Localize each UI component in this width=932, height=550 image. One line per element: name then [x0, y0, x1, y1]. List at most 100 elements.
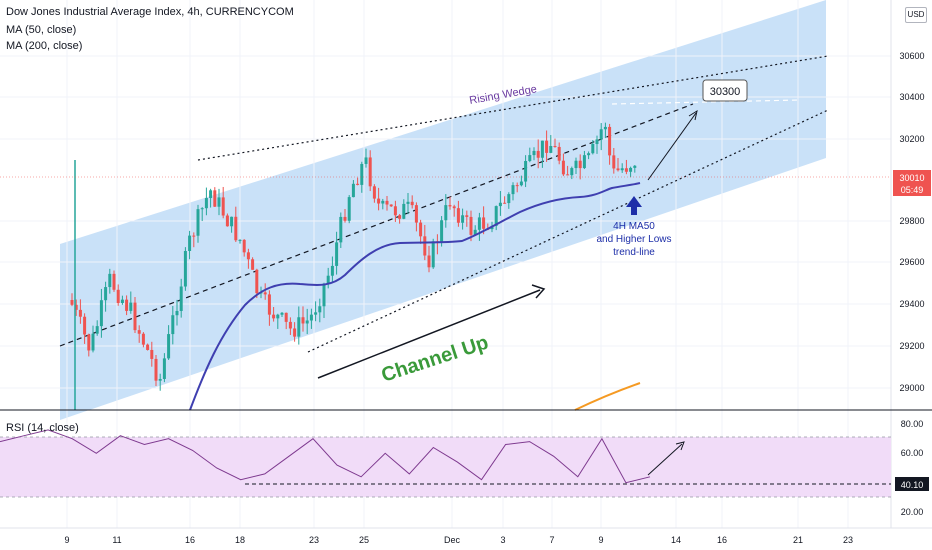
time-tick-label: 21 — [793, 535, 803, 545]
rsi-tick-label: 20.00 — [901, 507, 924, 517]
candle-body — [528, 155, 532, 162]
candle-body — [120, 299, 124, 303]
candle-body — [272, 314, 276, 319]
time-tick-label: 9 — [598, 535, 603, 545]
candle-body — [230, 216, 234, 227]
candle-body — [167, 334, 171, 359]
projection-line — [611, 99, 801, 105]
candle-body — [603, 126, 607, 130]
ma50-legend[interactable]: MA (50, close) — [6, 24, 77, 36]
candle-body — [587, 153, 591, 156]
price-tick-label: 30200 — [899, 134, 924, 144]
rsi-arrowhead — [675, 441, 685, 451]
price-tick-label: 29000 — [899, 383, 924, 393]
candle-body — [469, 216, 473, 235]
time-tick-label: 25 — [359, 535, 369, 545]
candle-body — [440, 220, 444, 243]
candle-body — [524, 161, 528, 182]
candle-body — [171, 315, 175, 335]
candle-body — [246, 252, 250, 260]
candle-body — [423, 236, 427, 256]
rsi-tick-label: 80.00 — [901, 419, 924, 429]
candle-body — [452, 206, 456, 209]
higher-lows-trendline — [307, 109, 829, 353]
candle-body — [322, 283, 326, 307]
candle-body — [414, 205, 418, 223]
candle-body — [519, 181, 523, 186]
candle-body — [549, 145, 553, 153]
candle-body — [116, 289, 120, 303]
candle-body — [217, 197, 221, 207]
candle-body — [204, 198, 208, 209]
candle-body — [104, 287, 108, 301]
candle-body — [616, 168, 620, 171]
candle-body — [276, 314, 280, 319]
candle-body — [431, 241, 435, 268]
candle-body — [137, 330, 141, 334]
candle-body — [624, 168, 628, 172]
target-arrowhead — [688, 109, 698, 121]
candle-body — [95, 326, 99, 334]
candle-body — [343, 216, 347, 221]
candle-body — [410, 201, 414, 206]
rsi-legend[interactable]: RSI (14, close) — [6, 422, 79, 434]
candle-body — [209, 190, 213, 199]
ma-note-line-3: trend-line — [613, 247, 655, 258]
candle-body — [465, 215, 469, 217]
target-callout-label: 30300 — [710, 86, 741, 98]
candle-body — [175, 310, 179, 316]
candle-body — [511, 185, 515, 195]
rsi-axis: 80.00 60.00 20.00 — [901, 419, 924, 517]
candle-body — [309, 314, 313, 321]
channel-up-band — [60, 0, 826, 420]
candle-body — [133, 302, 137, 331]
candle-body — [108, 273, 112, 288]
candle-body — [444, 205, 448, 221]
candle-body — [612, 155, 616, 169]
time-tick-label: 7 — [549, 535, 554, 545]
candle-body — [179, 286, 183, 311]
candle-body — [297, 317, 301, 337]
price-tick-label: 29800 — [899, 216, 924, 226]
candle-body — [545, 140, 549, 153]
candle-body — [162, 358, 166, 379]
rsi-line — [0, 429, 651, 484]
candle-body — [154, 358, 158, 381]
candle-body — [360, 163, 364, 185]
candle-body — [448, 205, 452, 207]
candle-body — [477, 217, 481, 230]
candle-body — [473, 229, 477, 235]
candle-body — [620, 168, 624, 171]
candle-body — [406, 201, 410, 204]
currency-button[interactable]: USD — [905, 7, 927, 23]
time-tick-label: 23 — [843, 535, 853, 545]
candle-body — [608, 126, 612, 156]
candle-body — [633, 165, 637, 168]
candle-body — [301, 317, 305, 324]
candle-body — [83, 316, 87, 335]
candle-body — [99, 300, 103, 327]
candle-body — [284, 312, 288, 322]
price-tick-label: 29400 — [899, 299, 924, 309]
candle-body — [238, 239, 242, 241]
candle-body — [561, 160, 565, 175]
ma200-legend[interactable]: MA (200, close) — [6, 40, 83, 52]
candle-body — [192, 235, 196, 237]
rising-wedge-upper-line — [197, 55, 829, 161]
ma-note-line-2: and Higher Lows — [596, 234, 671, 245]
candle-body — [196, 209, 200, 236]
candle-body — [582, 155, 586, 169]
candle-body — [368, 157, 372, 187]
candle-body — [78, 309, 82, 317]
candle-body — [293, 328, 297, 337]
candle-body — [498, 202, 502, 207]
candle-body — [385, 200, 389, 205]
candle-body — [557, 146, 561, 161]
time-tick-label: 18 — [235, 535, 245, 545]
time-tick-label: 9 — [64, 535, 69, 545]
candle-body — [393, 206, 397, 216]
last-price-value: 30010 — [899, 173, 924, 183]
candle-body — [263, 292, 267, 295]
candle-body — [150, 349, 154, 359]
